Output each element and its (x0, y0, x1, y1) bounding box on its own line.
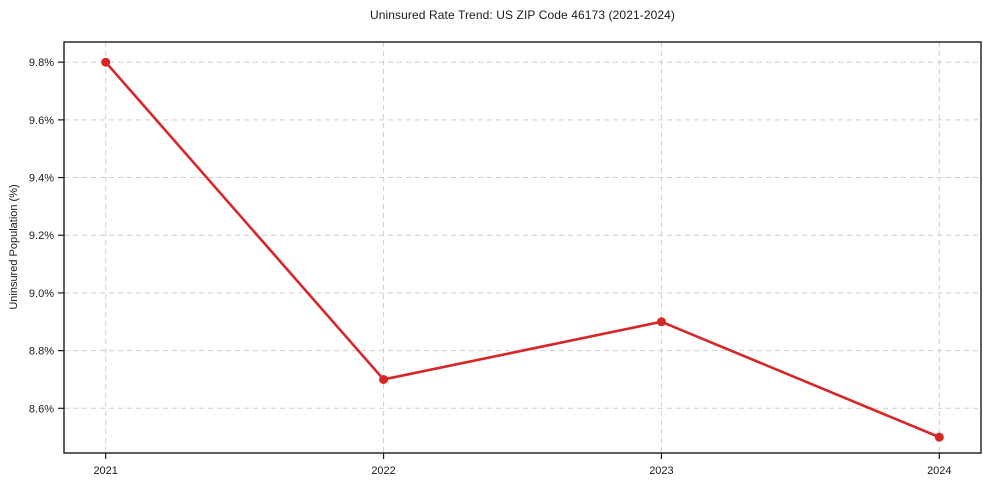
trend-line (104, 60, 941, 439)
data-point-marker (934, 432, 944, 442)
data-point-marker (656, 317, 666, 327)
y-tick-label: 9.6% (29, 115, 54, 127)
x-tick-label: 2024 (927, 465, 951, 477)
y-tick-label: 9.4% (29, 173, 54, 185)
data-point-marker (379, 374, 389, 384)
x-tick-label: 2023 (649, 465, 673, 477)
data-point-marker (101, 57, 111, 67)
y-tick-label: 8.8% (29, 346, 54, 358)
chart-title: Uninsured Rate Trend: US ZIP Code 46173 … (369, 8, 676, 22)
plot-frame (63, 41, 982, 454)
y-tick-label: 9.8% (29, 57, 54, 69)
y-tick-label: 9.0% (29, 288, 54, 300)
y-tick-label: 9.2% (29, 230, 54, 242)
x-tick-label: 2022 (371, 465, 395, 477)
y-tick-label: 8.6% (29, 403, 54, 415)
x-tick-label: 2021 (93, 465, 117, 477)
